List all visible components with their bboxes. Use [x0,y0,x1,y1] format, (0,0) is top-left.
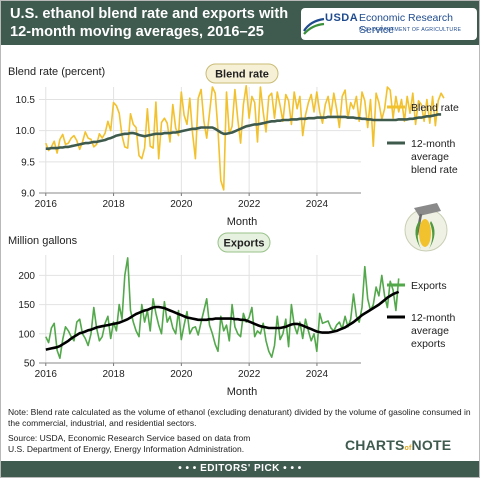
x-tick-label: 2022 [238,369,261,380]
y-tick-label: 10.0 [16,126,36,137]
footer-bar [1,461,479,477]
usda-wordmark: USDA [325,12,359,24]
exports-x-ticks: 2016 2018 2020 2022 2024 [35,369,329,380]
blend-ylabel: Blend rate (percent) [8,66,105,78]
x-tick-label: 2018 [102,199,125,210]
charts-of-note-brand: CHARTSofNOTE [345,437,451,453]
y-tick-label: 200 [18,271,35,282]
y-tick-label: 150 [18,300,35,311]
chart-title: U.S. ethanol blend rate and exports with… [10,5,300,41]
exports-series [45,257,400,360]
header-bar: U.S. ethanol blend rate and exports with… [1,1,479,45]
blend-rate-series [45,85,445,191]
usda-emblem-icon [303,17,325,35]
exports-title-pill [217,232,271,253]
source-line-1: Source: USDA, Economic Research Service … [8,433,251,443]
x-tick-label: 2024 [306,369,329,380]
exports-y-ticks: 50 100 150 200 [18,271,35,370]
department-name: U.S. DEPARTMENT OF AGRICULTURE [359,27,462,33]
exports-xlabel: Month [227,386,258,398]
x-tick-label: 2018 [102,369,125,380]
source-line-2: U.S. Department of Energy, Energy Inform… [8,444,245,454]
y-tick-label: 100 [18,329,35,340]
editors-pick-label: • • • EDITORS' PICK • • • [178,463,302,474]
brand-of: of [404,445,412,452]
ethanol-pump-icon [404,203,448,252]
blend-y-ticks: 9.0 9.5 10.0 10.5 [16,95,36,200]
title-line-2: 12-month moving averages, 2016–25 [10,24,264,40]
blend-average-series [45,113,442,150]
y-tick-label: 50 [24,359,36,370]
title-line-1: U.S. ethanol blend rate and exports with [10,6,289,22]
blend-title-pill [205,63,279,84]
x-tick-label: 2022 [238,199,261,210]
x-tick-label: 2016 [35,199,58,210]
y-tick-label: 10.5 [16,95,36,106]
charts-area: Blend rate (percent) Blend rate 9.0 9.5 10… [8,63,459,398]
chart-note: Note: Blend rate calculated as the volum… [8,407,471,428]
brand-note: NOTE [411,437,452,453]
x-tick-label: 2020 [170,369,193,380]
chart-source: Source: USDA, Economic Research Service … [8,433,308,455]
exports-average-series [45,290,400,351]
x-tick-label: 2024 [306,199,329,210]
legend-exports-label: Exports [411,280,447,292]
legend-blend-label: Blend rate [411,102,459,114]
exports-ylabel: Million gallons [8,235,78,247]
exports-gridlines [39,255,361,366]
x-tick-label: 2020 [170,199,193,210]
agency-name: Economic Research Service [359,12,453,36]
blend-xlabel: Month [227,216,258,228]
x-tick-label: 2016 [35,369,58,380]
y-tick-label: 9.0 [21,189,35,200]
legend-blend-avg-label: 12-month average blend rate [411,138,458,176]
usda-ers-logo: USDA Economic Research Service U.S. DEPA… [301,8,477,40]
exports-title: Exports [224,238,265,250]
blend-title: Blend rate [215,69,269,81]
legend-exports-avg-label: 12-month average exports [411,312,456,350]
y-tick-label: 9.5 [21,157,35,168]
brand-charts: CHARTS [345,437,405,453]
blend-x-ticks: 2016 2018 2020 2022 2024 [35,199,329,210]
